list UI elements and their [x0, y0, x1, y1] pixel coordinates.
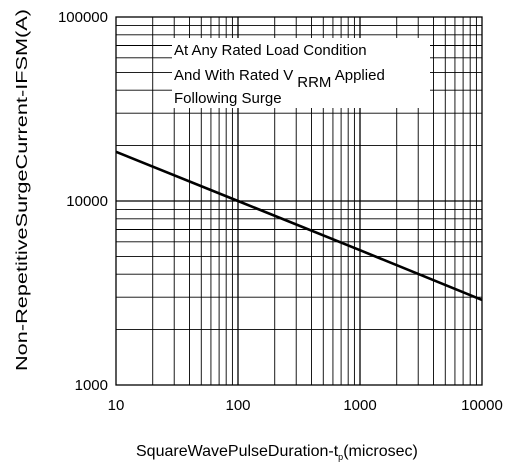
- x-axis-title-unit: (microsec): [343, 443, 418, 460]
- annotation-line-2-pre: And With Rated V: [174, 67, 293, 84]
- annotation-line-2-sub: RRM: [297, 74, 331, 91]
- x-axis-title-main: SquareWavePulseDuration-t: [136, 443, 339, 460]
- y-tick-label-10000: 10000: [66, 193, 108, 210]
- x-axis-title: SquareWavePulseDuration-tp(microsec): [136, 443, 418, 462]
- annotation-layer: At Any Rated Load Condition And With Rat…: [172, 38, 430, 108]
- annotation-box: [172, 38, 430, 108]
- x-axis-title-sub: p: [338, 452, 343, 462]
- x-tick-label-1000: 1000: [343, 397, 376, 414]
- surge-current-line-0: [115, 150, 483, 302]
- annotation-line-2-post: Applied: [331, 67, 384, 84]
- x-tick-label-100: 100: [225, 397, 250, 414]
- annotation-line-2: And With Rated V RRM Applied: [174, 67, 385, 91]
- y-tick-label-1000: 1000: [75, 377, 108, 394]
- plot-frame: [115, 16, 483, 386]
- x-tick-label-10000: 10000: [461, 397, 503, 414]
- y-axis-title: Non-RepetitiveSurgeCurrent-IFSM(A): [14, 9, 31, 371]
- annotation-line-3: Following Surge: [174, 90, 282, 107]
- x-tick-label-10: 10: [108, 397, 125, 414]
- y-tick-label-100000: 100000: [58, 9, 108, 26]
- annotation-line-1: At Any Rated Load Condition: [174, 42, 367, 59]
- tick-layer: 100000 10000 1000 10 100 1000 10000: [58, 9, 503, 414]
- series-layer: [115, 150, 483, 302]
